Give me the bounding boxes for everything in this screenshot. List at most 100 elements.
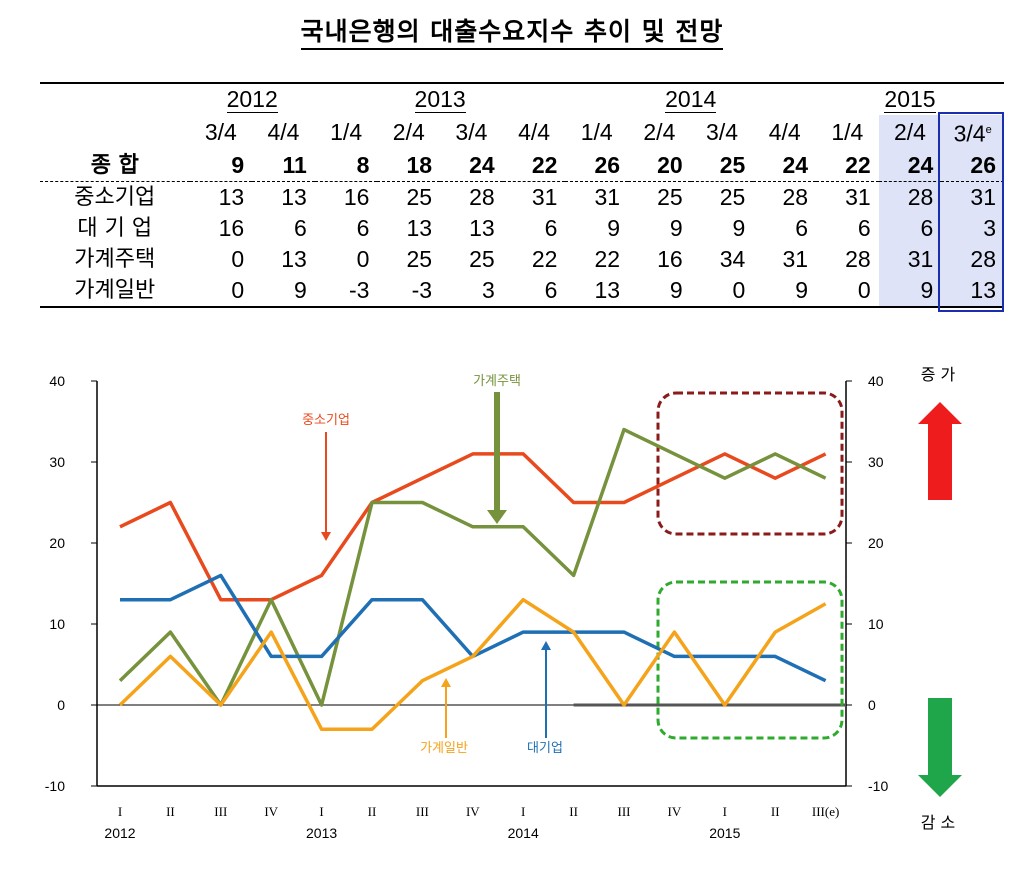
table-cell: 9: [732, 214, 746, 241]
x-tick-label: IV: [466, 804, 480, 819]
table-cell: 6: [294, 214, 307, 241]
table-cell: 9: [753, 274, 817, 308]
x-tick-label: II: [569, 804, 578, 819]
forecast-highlight-box: [938, 112, 1004, 312]
x-year-label: 2012: [104, 825, 135, 841]
pointer-head: [487, 510, 507, 524]
quarter-label: 3/4: [706, 118, 739, 145]
y-tick-label-right: 0: [868, 697, 876, 713]
series-label: 가계주택: [473, 374, 521, 389]
table-cell: 20: [628, 149, 691, 182]
year-label-2014: 2014: [565, 82, 817, 115]
table-cell: 25: [657, 183, 683, 210]
quarter-label: 1/4: [330, 118, 363, 145]
quarter-label: 3/4e: [941, 115, 1004, 150]
table-cell: 9: [189, 149, 253, 182]
pointer-head: [441, 678, 451, 687]
series-label: 중소기업: [302, 413, 350, 428]
table-cell: 26: [565, 149, 629, 182]
decrease-label: 감 소: [921, 813, 956, 832]
year-label-2012: 2012: [189, 82, 315, 115]
decrease-arrow-icon: [918, 698, 962, 797]
table-cell: 13: [941, 274, 1004, 308]
table-cell: 0: [231, 245, 245, 272]
table-cell: 22: [502, 149, 566, 182]
table-cell: 25: [469, 245, 495, 272]
quarter-label: 3/4: [455, 118, 488, 145]
y-tick-label-left: 10: [49, 616, 65, 632]
table-cell: 13: [469, 214, 495, 241]
table-cell: 28: [469, 183, 495, 210]
quarter-label: 1/4: [831, 118, 864, 145]
table-cell: 16: [218, 214, 245, 241]
table-cell: 34: [719, 245, 746, 272]
table-row: 가계일반 0 9 -3 -3 3 6 13 9 0 9 0 9 13: [40, 274, 1004, 308]
table-row: 가계주택 0 13 0 25 25 22 22 16 34 31 28 31 28: [40, 243, 1004, 275]
y-tick-label-right: -10: [868, 778, 888, 794]
table-cell: 3: [941, 212, 1004, 244]
table-cell: 6: [878, 212, 942, 244]
y-tick-label-right: 10: [868, 616, 884, 632]
table-cell: 16: [343, 183, 370, 210]
table-cell: 0: [189, 274, 253, 308]
series-line: [120, 573, 827, 683]
table-cell: 13: [281, 245, 307, 272]
table-row: 대 기 업 16 6 6 13 13 6 9 9 9 6 6 6 3: [40, 212, 1004, 244]
quarter-label: 4/4: [518, 118, 551, 145]
table-cell: 6: [502, 274, 566, 308]
series-label: 대기업: [527, 741, 563, 756]
y-tick-label-right: 30: [868, 454, 884, 470]
table-cell: 26: [941, 149, 1004, 182]
table-cell: 22: [816, 149, 879, 182]
table-cell: 9: [878, 274, 942, 308]
summary-table: 2012 2013 2014 2015 3/4 4/4 1/4 2/4 3/4 4/4 1/…: [40, 82, 1004, 308]
quarter-label: 3/4: [204, 118, 237, 145]
table-cell: 31: [845, 183, 871, 210]
highlight-box-upper: [656, 391, 844, 536]
forecast-mark: e: [985, 124, 992, 136]
table-cell: 18: [377, 149, 441, 182]
table-cell: 16: [657, 245, 683, 272]
increase-arrow-icon: [918, 402, 962, 500]
series-line: [118, 597, 827, 732]
x-tick-label: III: [214, 804, 227, 819]
table-cell: 22: [531, 245, 558, 272]
series-label: 가계일반: [420, 741, 468, 756]
table-cell: 24: [753, 149, 817, 182]
y-tick-label-left: 30: [49, 454, 65, 470]
table-cell: 31: [878, 243, 942, 275]
quarter-label: 4/4: [768, 118, 801, 145]
table-cell: 24: [440, 149, 503, 182]
year-label-2015: 2015: [816, 82, 1004, 115]
table-cell: 25: [719, 183, 746, 210]
y-tick-label-left: 0: [57, 697, 65, 713]
x-tick-label: IV: [264, 804, 278, 819]
table-cell: 25: [406, 183, 433, 210]
y-tick-label-left: 20: [49, 535, 65, 551]
quarter-label: 2/4: [643, 118, 676, 145]
table-cell: 13: [565, 274, 629, 308]
y-tick-label-right: 20: [868, 535, 884, 551]
year-header-row: 2012 2013 2014 2015: [40, 82, 1004, 115]
increase-label: 증 가: [921, 365, 956, 384]
row-label: 가계일반: [40, 274, 190, 308]
pointer-line: [494, 392, 500, 514]
table-cell: 28: [878, 181, 942, 213]
series-line: [118, 427, 827, 707]
table-cell: 13: [218, 183, 245, 210]
table-cell: 31: [941, 181, 1004, 213]
y-tick-label-left: 40: [49, 373, 65, 389]
x-tick-label: I: [723, 804, 727, 819]
table-cell: 9: [628, 274, 691, 308]
x-tick-label: I: [521, 804, 525, 819]
table-cell: 22: [594, 245, 621, 272]
table-cell: 31: [594, 183, 621, 210]
table-cell: 9: [252, 274, 315, 308]
table-cell: 28: [845, 245, 871, 272]
table-cell: 11: [252, 149, 315, 182]
table-cell: 25: [406, 245, 433, 272]
row-label: 대 기 업: [77, 215, 153, 241]
x-year-label: 2015: [709, 825, 740, 841]
table-cell: 9: [669, 214, 683, 241]
